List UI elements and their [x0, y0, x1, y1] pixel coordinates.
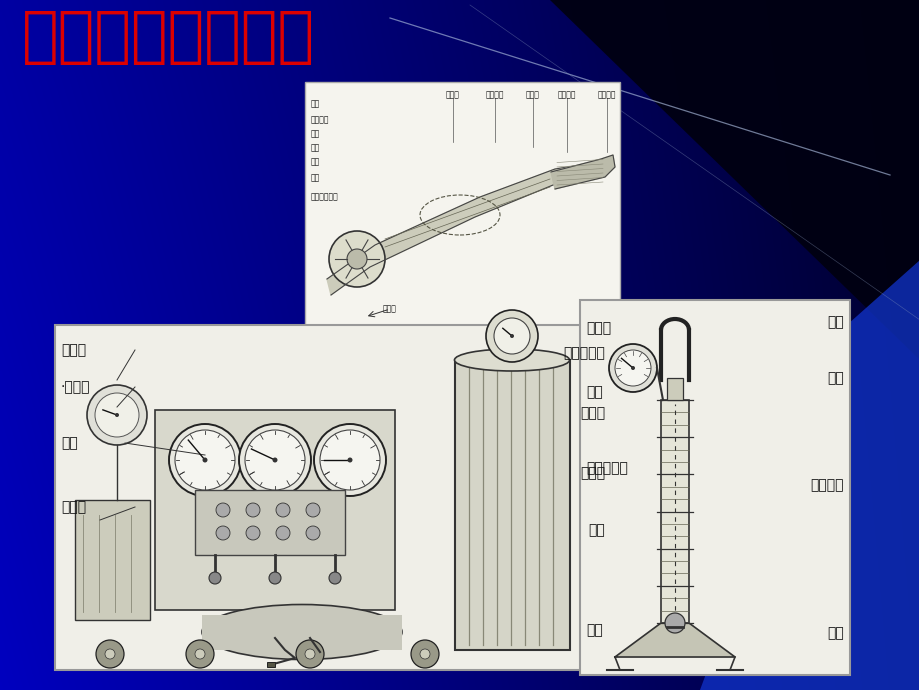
Polygon shape: [699, 260, 919, 690]
Text: 充注制冷剂的设备: 充注制冷剂的设备: [22, 8, 314, 67]
Circle shape: [202, 457, 208, 462]
Circle shape: [105, 649, 115, 659]
Text: 压缩机工艺管: 压缩机工艺管: [311, 193, 338, 201]
Circle shape: [509, 334, 514, 338]
Circle shape: [411, 640, 438, 668]
Circle shape: [306, 503, 320, 517]
Text: 护套: 护套: [311, 99, 320, 108]
Bar: [55, 325, 609, 670]
Circle shape: [320, 430, 380, 490]
Circle shape: [608, 344, 656, 392]
Polygon shape: [614, 623, 734, 657]
Text: 组合阀: 组合阀: [579, 466, 605, 480]
Circle shape: [245, 503, 260, 517]
Circle shape: [244, 430, 305, 490]
Text: 接口: 接口: [587, 523, 605, 537]
Text: 接头: 接头: [311, 130, 320, 139]
Circle shape: [313, 424, 386, 496]
Text: 真空泵: 真空泵: [61, 500, 86, 514]
Circle shape: [305, 649, 314, 659]
Circle shape: [195, 649, 205, 659]
Text: 低压表: 低压表: [61, 343, 86, 357]
Circle shape: [216, 503, 230, 517]
Circle shape: [485, 310, 538, 362]
Text: 高压表: 高压表: [579, 406, 605, 420]
Ellipse shape: [202, 604, 402, 660]
Text: 带套弹簧: 带套弹簧: [485, 90, 504, 99]
Bar: [455, 360, 570, 650]
Text: 锁套: 锁套: [311, 157, 320, 166]
Bar: [267, 662, 275, 667]
Circle shape: [276, 503, 289, 517]
Circle shape: [115, 413, 119, 417]
Polygon shape: [550, 155, 614, 189]
Circle shape: [96, 640, 124, 668]
Text: ·真空表: ·真空表: [61, 380, 90, 394]
Circle shape: [175, 430, 234, 490]
Circle shape: [347, 457, 352, 462]
Circle shape: [664, 613, 685, 633]
Circle shape: [186, 640, 214, 668]
Circle shape: [630, 366, 634, 370]
Bar: [666, 378, 682, 400]
Text: 上阀: 上阀: [826, 371, 843, 385]
Circle shape: [494, 318, 529, 354]
Text: 手轮: 手轮: [311, 173, 320, 182]
Text: 连接软管: 连接软管: [597, 90, 616, 99]
Text: 底架: 底架: [826, 626, 843, 640]
Text: 胶管: 胶管: [311, 144, 320, 152]
Circle shape: [272, 457, 278, 462]
Circle shape: [346, 249, 367, 269]
Text: 筒体: 筒体: [585, 385, 602, 399]
Bar: [660, 400, 688, 623]
Circle shape: [420, 649, 429, 659]
Circle shape: [614, 350, 651, 386]
Circle shape: [268, 572, 280, 584]
Circle shape: [169, 424, 241, 496]
Circle shape: [329, 572, 341, 584]
Bar: [154, 410, 394, 610]
Text: 密封圈: 密封圈: [526, 90, 539, 99]
Bar: [195, 490, 345, 555]
Text: 液量观察管: 液量观察管: [585, 461, 627, 475]
Text: 刻度转筒: 刻度转筒: [810, 478, 843, 492]
Text: 自封针阀: 自封针阀: [557, 90, 575, 99]
Text: 压缩机: 压缩机: [382, 304, 396, 313]
Circle shape: [296, 640, 323, 668]
Circle shape: [239, 424, 311, 496]
Ellipse shape: [454, 349, 569, 371]
Text: 下阀: 下阀: [585, 623, 602, 637]
Text: 定量加液筒: 定量加液筒: [562, 346, 605, 360]
Circle shape: [276, 526, 289, 540]
Bar: [202, 615, 402, 650]
Circle shape: [209, 572, 221, 584]
Text: 压力表: 压力表: [585, 321, 610, 335]
Circle shape: [245, 526, 260, 540]
Text: 接口: 接口: [61, 436, 78, 450]
Bar: [305, 82, 619, 327]
Text: 锥圆球: 锥圆球: [446, 90, 460, 99]
Text: 提手: 提手: [826, 315, 843, 329]
Circle shape: [87, 385, 147, 445]
Circle shape: [306, 526, 320, 540]
Circle shape: [329, 231, 384, 287]
Text: 自封针阀: 自封针阀: [311, 115, 329, 124]
Circle shape: [216, 526, 230, 540]
Bar: [75, 500, 150, 620]
Polygon shape: [550, 0, 919, 360]
Bar: [579, 300, 849, 675]
Circle shape: [95, 393, 139, 437]
Polygon shape: [326, 162, 601, 295]
